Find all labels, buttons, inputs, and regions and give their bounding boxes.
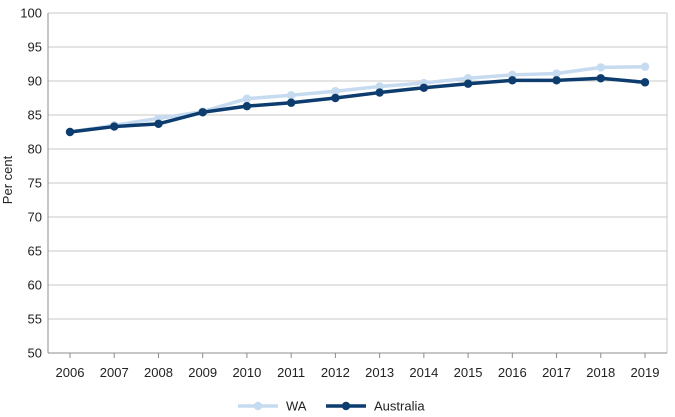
data-point-australia: [596, 74, 605, 83]
x-tick-label: 2016: [498, 365, 527, 380]
data-point-australia: [463, 79, 473, 88]
y-tick-label: 75: [28, 176, 42, 191]
y-tick-label: 55: [28, 312, 42, 327]
x-tick-label: 2017: [542, 365, 571, 380]
series-line-australia: [68, 76, 647, 134]
x-tick-label: 2008: [144, 365, 173, 380]
data-point-australia: [65, 127, 75, 137]
y-tick-label: 65: [28, 244, 42, 259]
data-point-australia: [375, 88, 384, 97]
data-point-australia: [331, 93, 340, 103]
data-point-wa: [331, 87, 340, 96]
data-point-australia: [198, 108, 207, 117]
y-tick-label: 85: [28, 108, 42, 123]
x-tick-label: 2013: [365, 365, 394, 380]
x-tick-label: 2018: [586, 365, 615, 380]
data-point-australia: [110, 122, 119, 131]
x-tick-label: 2011: [277, 365, 305, 380]
x-tick-label: 2015: [454, 365, 483, 380]
y-tick-label: 95: [28, 40, 42, 55]
legend-marker-australia: [341, 401, 351, 411]
x-tick-label: 2014: [409, 365, 438, 380]
data-point-wa: [552, 69, 561, 78]
data-point-wa: [375, 82, 384, 91]
x-tick-label: 2010: [232, 365, 261, 380]
data-point-australia: [419, 83, 429, 93]
data-point-wa: [640, 62, 650, 71]
series-line-wa: [68, 64, 647, 134]
legend: WA Australia: [238, 399, 425, 414]
data-point-wa: [242, 94, 252, 103]
x-tick-label: 2009: [188, 365, 217, 380]
y-axis-title: Per cent: [0, 155, 15, 204]
y-tick-label: 60: [28, 278, 42, 293]
data-point-australia: [552, 76, 561, 85]
y-tick-label: 80: [28, 142, 42, 157]
data-point-australia: [640, 78, 650, 87]
data-point-australia: [286, 98, 296, 107]
y-tick-label: 100: [20, 6, 42, 21]
y-tick-label: 50: [28, 346, 42, 361]
series-layer: [65, 62, 650, 137]
data-point-australia: [508, 76, 517, 85]
x-tick-label: 2006: [56, 365, 85, 380]
x-tick-label: 2012: [321, 365, 350, 380]
legend-label-wa: WA: [286, 399, 307, 414]
y-tick-label: 70: [28, 210, 42, 225]
legend-marker-wa: [253, 401, 263, 411]
grid-layer: [48, 12, 668, 354]
x-tick-label: 2019: [631, 365, 660, 380]
legend-label-australia: Australia: [374, 399, 425, 414]
axis-layer: 50 55 60 65 70 75 80 85 90 95 100 2006 2007 2008 2009 2…: [20, 6, 667, 380]
y-tick-label: 90: [28, 74, 42, 89]
data-point-australia: [154, 119, 163, 129]
data-point-wa: [596, 63, 605, 72]
data-point-australia: [242, 101, 252, 111]
data-point-wa: [286, 91, 296, 100]
x-tick-label: 2007: [100, 365, 129, 380]
